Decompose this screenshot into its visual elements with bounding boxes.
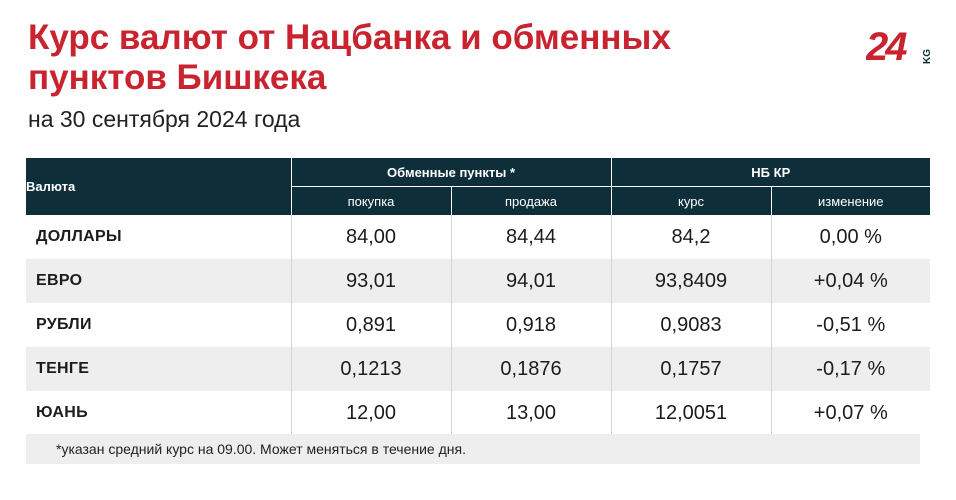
rate-value: 12,0051 <box>610 391 772 435</box>
change-value: -0,51 % <box>770 303 931 347</box>
sell-value: 13,00 <box>450 391 612 435</box>
currency-name: ТЕНГЕ <box>26 347 291 391</box>
currency-column-header: Валюта <box>26 158 291 215</box>
sell-value: 94,01 <box>450 259 612 303</box>
table-row: ЮАНЬ 12,00 13,00 12,0051 +0,07 % <box>26 391 931 435</box>
change-column-header: изменение <box>770 186 931 215</box>
rate-value: 93,8409 <box>610 259 772 303</box>
sell-value: 0,918 <box>450 303 612 347</box>
buy-value: 84,00 <box>290 215 451 259</box>
rate-column-header: курс <box>610 186 772 215</box>
rate-value: 84,2 <box>610 215 772 259</box>
exchange-rates-table: Валюта Обменные пункты * НБ КР покупка п… <box>26 158 931 435</box>
buy-value: 12,00 <box>290 391 451 435</box>
table-row: ЕВРО 93,01 94,01 93,8409 +0,04 % <box>26 259 931 303</box>
change-value: +0,04 % <box>770 259 931 303</box>
change-value: -0,17 % <box>770 347 931 391</box>
sell-value: 0,1876 <box>450 347 612 391</box>
page-subtitle: на 30 сентября 2024 года <box>28 106 301 132</box>
footnote: *указан средний курс на 09.00. Может мен… <box>26 434 920 464</box>
currency-name: ЕВРО <box>26 259 291 303</box>
change-value: +0,07 % <box>770 391 931 435</box>
currency-name: ЮАНЬ <box>36 404 88 421</box>
logo-number: 24 <box>866 25 907 68</box>
buy-value: 93,01 <box>290 259 451 303</box>
currency-name: ДОЛЛАРЫ <box>36 228 122 245</box>
rate-value: 0,9083 <box>610 303 772 347</box>
buy-value: 0,891 <box>290 303 451 347</box>
logo-suffix: KG <box>922 49 933 64</box>
24kg-logo: 24 KG <box>866 25 933 68</box>
sell-column-header: продажа <box>450 186 612 215</box>
exchange-points-group-header: Обменные пункты * <box>290 158 612 187</box>
nbkr-group-header: НБ КР <box>610 158 931 187</box>
buy-column-header: покупка <box>290 186 451 215</box>
table-row: ДОЛЛАРЫ 84,00 84,44 84,2 0,00 % <box>26 215 931 259</box>
change-value: 0,00 % <box>770 215 931 259</box>
rate-value: 0,1757 <box>610 347 772 391</box>
buy-value: 0,1213 <box>290 347 451 391</box>
table-row: ТЕНГЕ 0,1213 0,1876 0,1757 -0,17 % <box>26 347 931 391</box>
page-title: Курс валют от Нацбанка и обменных пункто… <box>28 18 671 97</box>
currency-name: РУБЛИ <box>36 316 92 333</box>
sell-value: 84,44 <box>450 215 612 259</box>
table-row: РУБЛИ 0,891 0,918 0,9083 -0,51 % <box>26 303 931 347</box>
